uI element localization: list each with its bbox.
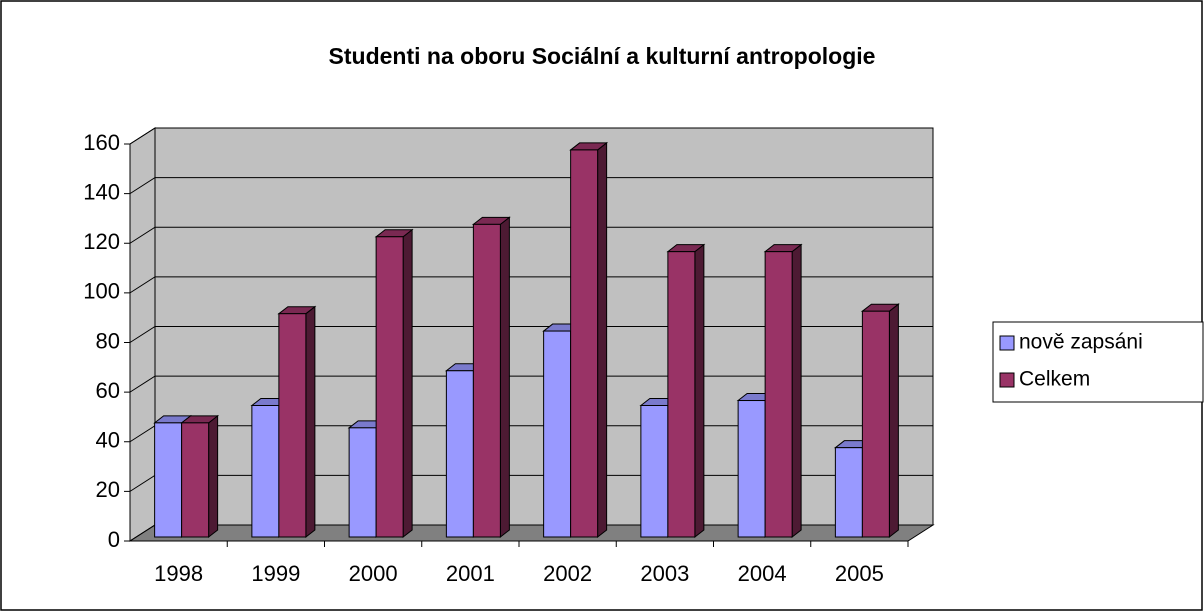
bar-side [597,141,608,539]
x-tick-label: 1998 [154,561,203,586]
bar-side [305,305,316,539]
bar-side [694,243,705,539]
bar-side [499,216,510,539]
bar-front [570,149,599,538]
y-tick-label: 100 [83,279,120,304]
chart-title: Studenti na oboru Sociální a kulturní an… [329,43,876,69]
grid-line [129,127,933,145]
y-tick-label: 0 [108,527,120,552]
y-tick-label: 160 [83,130,120,155]
bar-side [208,414,219,539]
bar [763,243,803,539]
bar [860,303,900,539]
bar [180,414,220,539]
y-tick-label: 80 [96,328,120,353]
x-tick-label: 2003 [640,561,689,586]
bar-side [791,243,802,539]
bar-front [251,404,280,538]
bar-front [543,330,572,538]
grid-line [129,226,933,244]
x-tick-label: 2005 [835,561,884,586]
legend-label: nově zapsáni [1019,331,1143,354]
legend-box [992,321,1204,403]
y-tick-label: 120 [83,229,120,254]
bar-front [348,427,377,538]
bar-front [445,370,474,538]
floor [128,524,935,542]
bar-front [154,422,183,538]
bar [833,439,873,539]
y-tick-label: 60 [96,378,120,403]
bar-front [764,251,793,538]
bar-front [472,223,501,538]
x-tick-label: 1999 [251,561,300,586]
bar [471,216,511,539]
bar [374,228,414,539]
bar-side [888,303,899,539]
grid-line [129,177,933,195]
bar-front [278,313,307,538]
legend-swatch [999,372,1015,388]
y-tick-label: 20 [96,477,120,502]
bar-front [861,310,890,538]
bar-front [375,236,404,538]
bar [666,243,706,539]
x-tick-label: 2002 [543,561,592,586]
bar-front [181,422,210,538]
y-tick-label: 40 [96,428,120,453]
x-tick-label: 2004 [738,561,787,586]
legend-label: Celkem [1019,368,1090,391]
bar-side [402,228,413,539]
bar-front [640,404,669,538]
bar [569,141,609,539]
x-tick-label: 2000 [349,561,398,586]
bar-front [667,251,696,538]
x-tick-label: 2001 [446,561,495,586]
bar-front [834,447,863,538]
bar-front [737,400,766,538]
y-tick-label: 140 [83,179,120,204]
legend-swatch [999,335,1015,351]
bar [277,305,317,539]
